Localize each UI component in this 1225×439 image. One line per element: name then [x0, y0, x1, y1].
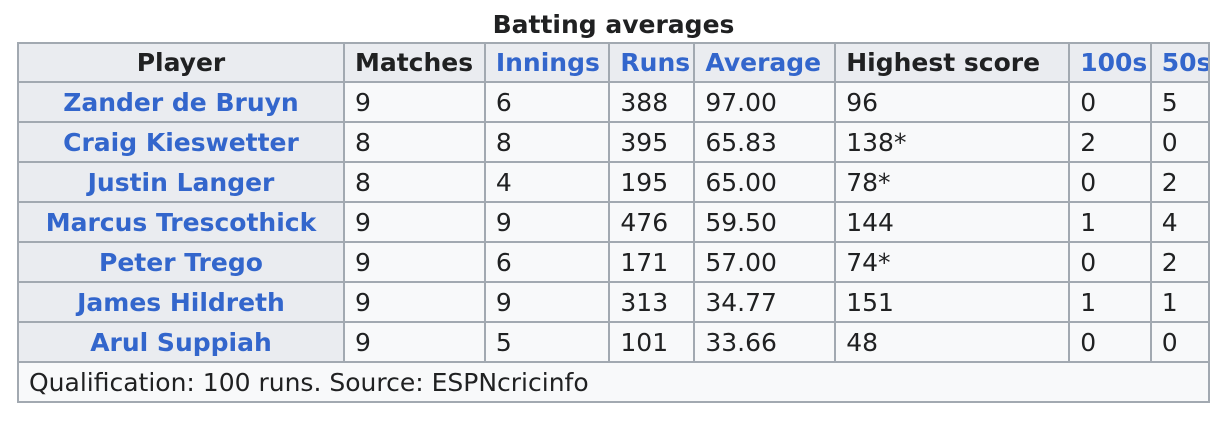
batting-averages-table-wrapper: Batting averages Player Matches Innings … [17, 8, 1211, 403]
table-row: Craig Kieswetter 8 8 395 65.83 138* 2 0 [17, 121, 1211, 163]
cell-highest: 48 [834, 321, 1071, 363]
cell-matches: 8 [342, 161, 486, 203]
column-header-player: Player [17, 42, 345, 83]
cell-fifties: 0 [1149, 321, 1211, 363]
cell-fifties: 2 [1149, 241, 1211, 283]
cell-fifties: 0 [1149, 121, 1211, 163]
player-name-link[interactable]: Zander de Bruyn [17, 81, 345, 123]
cell-innings: 5 [483, 321, 611, 363]
player-name-link[interactable]: Craig Kieswetter [17, 121, 345, 163]
player-name-link[interactable]: James Hildreth [17, 281, 345, 323]
column-header-innings-link[interactable]: Innings [483, 42, 611, 83]
cell-average: 65.83 [693, 121, 837, 163]
cell-hundreds: 0 [1068, 321, 1152, 363]
cell-innings: 4 [483, 161, 611, 203]
cell-matches: 8 [342, 121, 486, 163]
table-row: Arul Suppiah 9 5 101 33.66 48 0 0 [17, 321, 1211, 363]
cell-matches: 9 [342, 241, 486, 283]
cell-fifties: 2 [1149, 161, 1211, 203]
batting-averages-table: Player Matches Innings Runs Average High… [17, 42, 1211, 403]
cell-innings: 9 [483, 281, 611, 323]
table-row: Peter Trego 9 6 171 57.00 74* 0 2 [17, 241, 1211, 283]
header-row: Player Matches Innings Runs Average High… [17, 42, 1211, 83]
column-header-matches: Matches [342, 42, 486, 83]
player-name-link[interactable]: Arul Suppiah [17, 321, 345, 363]
cell-hundreds: 0 [1068, 81, 1152, 123]
cell-runs: 313 [608, 281, 696, 323]
cell-runs: 195 [608, 161, 696, 203]
footer-row: Qualification: 100 runs. Source: ESPNcri… [17, 361, 1210, 403]
table-row: James Hildreth 9 9 313 34.77 151 1 1 [17, 281, 1211, 323]
cell-innings: 8 [483, 121, 611, 163]
cell-fifties: 1 [1149, 281, 1211, 323]
player-name-link[interactable]: Peter Trego [17, 241, 345, 283]
table-caption: Batting averages [492, 10, 735, 39]
table-row: Justin Langer 8 4 195 65.00 78* 0 2 [17, 161, 1211, 203]
column-header-runs-link[interactable]: Runs [608, 42, 696, 83]
cell-runs: 388 [608, 81, 696, 123]
table-row: Marcus Trescothick 9 9 476 59.50 144 1 4 [17, 201, 1211, 243]
cell-hundreds: 2 [1068, 121, 1152, 163]
cell-matches: 9 [342, 321, 486, 363]
cell-runs: 101 [608, 321, 696, 363]
cell-highest: 144 [834, 201, 1071, 243]
cell-highest: 74* [834, 241, 1071, 283]
qualification-note: Qualification: 100 runs. Source: ESPNcri… [17, 361, 1210, 403]
cell-highest: 138* [834, 121, 1071, 163]
cell-fifties: 4 [1149, 201, 1211, 243]
cell-average: 33.66 [693, 321, 837, 363]
player-name-link[interactable]: Marcus Trescothick [17, 201, 345, 243]
column-header-50s-link[interactable]: 50s [1149, 42, 1211, 83]
player-name-link[interactable]: Justin Langer [17, 161, 345, 203]
cell-runs: 171 [608, 241, 696, 283]
cell-average: 97.00 [693, 81, 837, 123]
cell-innings: 6 [483, 81, 611, 123]
column-header-average-link[interactable]: Average [693, 42, 837, 83]
cell-highest: 96 [834, 81, 1071, 123]
cell-highest: 78* [834, 161, 1071, 203]
cell-average: 59.50 [693, 201, 837, 243]
cell-matches: 9 [342, 81, 486, 123]
table-row: Zander de Bruyn 9 6 388 97.00 96 0 5 [17, 81, 1211, 123]
cell-fifties: 5 [1149, 81, 1211, 123]
cell-hundreds: 1 [1068, 201, 1152, 243]
cell-hundreds: 0 [1068, 161, 1152, 203]
cell-matches: 9 [342, 281, 486, 323]
cell-hundreds: 1 [1068, 281, 1152, 323]
cell-runs: 395 [608, 121, 696, 163]
cell-average: 65.00 [693, 161, 837, 203]
cell-innings: 6 [483, 241, 611, 283]
cell-matches: 9 [342, 201, 486, 243]
column-header-100s-link[interactable]: 100s [1068, 42, 1152, 83]
cell-innings: 9 [483, 201, 611, 243]
column-header-highest-score: Highest score [834, 42, 1071, 83]
cell-average: 34.77 [693, 281, 837, 323]
cell-runs: 476 [608, 201, 696, 243]
cell-highest: 151 [834, 281, 1071, 323]
cell-average: 57.00 [693, 241, 837, 283]
cell-hundreds: 0 [1068, 241, 1152, 283]
